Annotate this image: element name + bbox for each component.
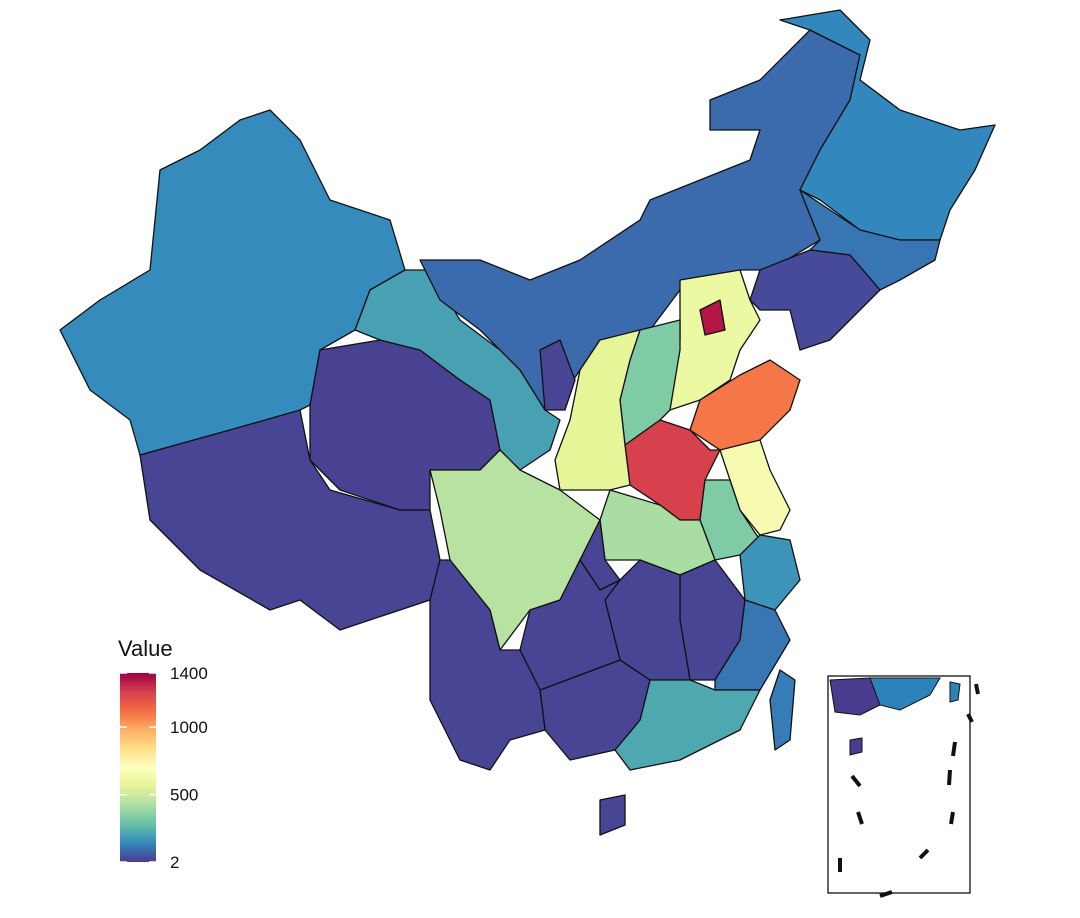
region	[689, 359, 801, 451]
colorbar-tick-label: 2	[170, 853, 179, 872]
inset-land	[949, 681, 961, 703]
region	[769, 669, 796, 751]
inset-frame	[827, 675, 971, 894]
region	[749, 249, 881, 351]
region	[699, 299, 726, 336]
region	[799, 189, 941, 291]
region	[554, 329, 641, 491]
region	[354, 269, 561, 471]
provinces	[59, 9, 996, 836]
region	[539, 659, 651, 761]
colorbar-tick-label: 1000	[170, 718, 208, 737]
region	[539, 339, 576, 411]
colorbar-tick-label: 500	[170, 786, 198, 805]
inset-land	[869, 677, 941, 711]
inset-land	[829, 677, 881, 716]
region	[739, 534, 801, 611]
inset-dashes	[838, 683, 980, 898]
region	[599, 794, 626, 836]
legend: Value 1400 1000 500 2	[118, 636, 208, 872]
inset-land	[849, 737, 863, 756]
region	[429, 559, 546, 771]
colorbar	[120, 673, 156, 862]
inset	[827, 675, 980, 898]
colorbar-tick-label: 1400	[170, 664, 208, 683]
legend-title: Value	[118, 636, 173, 661]
